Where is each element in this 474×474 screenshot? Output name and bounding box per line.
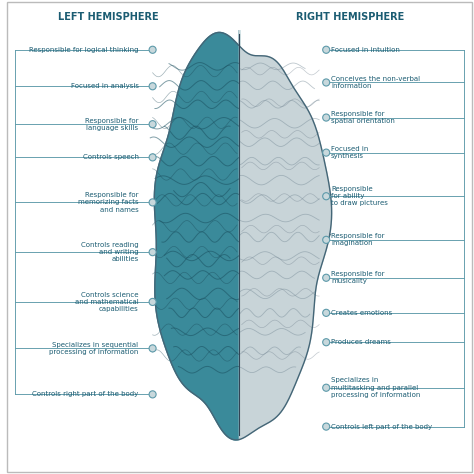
Circle shape xyxy=(149,46,156,54)
Text: Responsible for
musicality: Responsible for musicality xyxy=(331,271,384,284)
Text: Responsible for logical thinking: Responsible for logical thinking xyxy=(29,47,138,53)
Polygon shape xyxy=(239,30,332,439)
Circle shape xyxy=(323,237,330,244)
Circle shape xyxy=(323,192,330,200)
Text: Specializes in
multitasking and parallel
processing of information: Specializes in multitasking and parallel… xyxy=(331,377,420,398)
Circle shape xyxy=(149,345,156,352)
Text: Responsible for
language skills: Responsible for language skills xyxy=(85,118,138,131)
Circle shape xyxy=(323,149,330,156)
Text: Controls right part of the body: Controls right part of the body xyxy=(32,392,138,397)
Circle shape xyxy=(323,114,330,121)
Text: Responsible for
spatial orientation: Responsible for spatial orientation xyxy=(331,111,395,124)
Text: Creates emotions: Creates emotions xyxy=(331,310,392,316)
Text: Focused in analysis: Focused in analysis xyxy=(71,83,138,89)
Circle shape xyxy=(149,121,156,128)
Text: Controls reading
and writing
abilities: Controls reading and writing abilities xyxy=(81,242,138,263)
Circle shape xyxy=(323,423,330,430)
Circle shape xyxy=(323,338,330,346)
Polygon shape xyxy=(155,30,239,440)
Circle shape xyxy=(149,154,156,161)
Circle shape xyxy=(149,391,156,398)
Text: LEFT HEMISPHERE: LEFT HEMISPHERE xyxy=(58,12,158,22)
Circle shape xyxy=(323,274,330,282)
Text: Responsible for
imagination: Responsible for imagination xyxy=(331,233,384,246)
Text: Responsible
for ability
to draw pictures: Responsible for ability to draw pictures xyxy=(331,186,388,207)
Text: Produces dreams: Produces dreams xyxy=(331,339,391,345)
Text: Controls science
and mathematical
capabilities: Controls science and mathematical capabi… xyxy=(75,292,138,312)
Text: Controls left part of the body: Controls left part of the body xyxy=(331,424,432,429)
Text: Controls speech: Controls speech xyxy=(82,155,138,160)
Text: Specializes in sequential
processing of information: Specializes in sequential processing of … xyxy=(49,342,138,355)
Text: Focused in intuition: Focused in intuition xyxy=(331,47,400,53)
Circle shape xyxy=(149,248,156,256)
Circle shape xyxy=(149,199,156,206)
Text: Conceives the non-verbal
information: Conceives the non-verbal information xyxy=(331,76,420,89)
Circle shape xyxy=(149,83,156,90)
Text: RIGHT HEMISPHERE: RIGHT HEMISPHERE xyxy=(295,12,404,22)
Text: Focused in
synthesis: Focused in synthesis xyxy=(331,146,368,159)
Circle shape xyxy=(323,79,330,86)
Text: Responsible for
memorizing facts
and names: Responsible for memorizing facts and nam… xyxy=(78,192,138,213)
Circle shape xyxy=(323,309,330,317)
Circle shape xyxy=(323,384,330,392)
Circle shape xyxy=(149,299,156,306)
Circle shape xyxy=(323,46,330,54)
